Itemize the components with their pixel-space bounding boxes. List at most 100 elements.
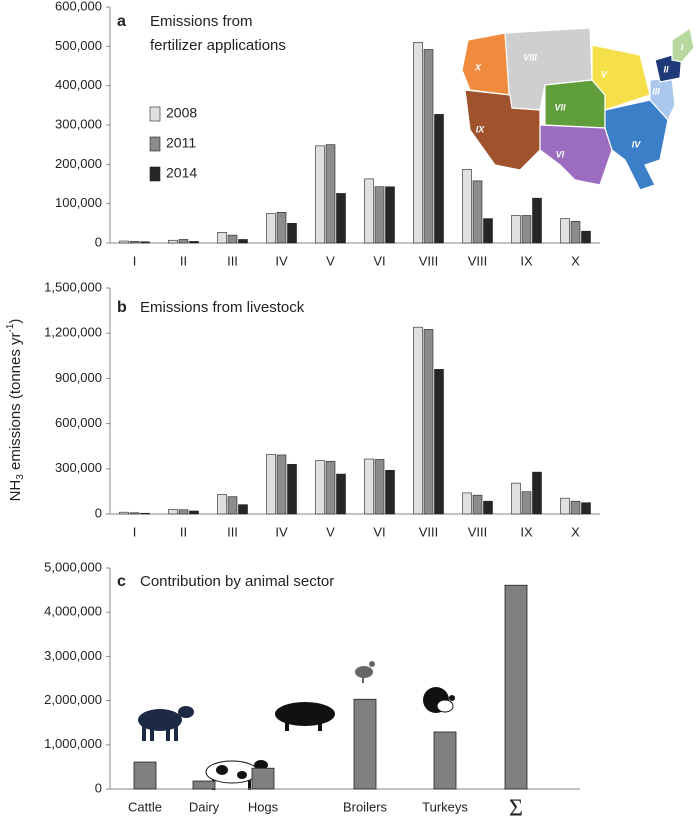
bar (364, 178, 374, 244)
bar (178, 509, 189, 515)
y-label-part: ) (7, 319, 24, 324)
y-tick-label: 300,000 (55, 460, 102, 475)
y-tick-label: 200,000 (55, 156, 102, 171)
bar (217, 232, 227, 244)
x-tick-label: Broilers (343, 799, 388, 814)
map-label: IX (476, 124, 486, 134)
y-tick-label: 400,000 (55, 77, 102, 92)
x-tick-label: IV (275, 524, 288, 539)
map-label: X (474, 62, 482, 72)
bar (560, 218, 570, 244)
x-tick-label: V (326, 524, 335, 539)
bar (168, 239, 178, 244)
bar (423, 329, 434, 515)
bar (325, 460, 336, 515)
bar (315, 460, 325, 515)
panel-label: a (117, 13, 126, 30)
bar (217, 494, 227, 515)
y-tick-label: 900,000 (55, 370, 102, 385)
bar (434, 114, 444, 244)
y-tick-label: 1,500,000 (44, 279, 102, 294)
legend-swatch (149, 166, 161, 182)
x-tick-label: Cattle (128, 799, 162, 814)
bar (472, 494, 483, 515)
region-i (671, 27, 695, 63)
bar (483, 500, 493, 515)
x-tick-label: II (180, 253, 187, 268)
bar (504, 584, 528, 790)
map-label: IV (632, 139, 642, 149)
x-tick-label: Turkeys (422, 799, 468, 814)
x-tick-label: X (571, 524, 580, 539)
x-tick-label: IX (520, 524, 533, 539)
bar (385, 470, 395, 515)
bar (581, 502, 591, 515)
broiler-icon (355, 661, 375, 683)
y-tick-label: 100,000 (55, 195, 102, 210)
bar (433, 731, 457, 790)
y-tick-label: 4,000,000 (44, 604, 102, 619)
bar (315, 145, 325, 244)
bar (521, 215, 532, 244)
bar (434, 369, 444, 515)
y-label-sup: -1 (5, 323, 16, 332)
x-tick-label: Dairy (189, 799, 220, 814)
map-label: VII (554, 102, 566, 112)
legend-label: 2008 (166, 105, 197, 121)
x-tick-label: VIII (468, 253, 488, 268)
x-tick-label: II (180, 524, 187, 539)
map-label: I (681, 42, 684, 52)
bar (276, 212, 287, 244)
x-tick-label: Σ (509, 796, 523, 822)
x-tick-label: VIII (468, 524, 488, 539)
bar (374, 459, 385, 515)
y-tick-label: 500,000 (55, 38, 102, 53)
bar (325, 144, 336, 244)
bar (472, 180, 483, 244)
bar (532, 471, 542, 515)
bar (189, 510, 199, 515)
y-tick-label: 3,000,000 (44, 648, 102, 663)
y-tick-label: 5,000,000 (44, 559, 102, 574)
bar (353, 698, 377, 790)
map-label: V (601, 69, 608, 79)
bar (462, 492, 472, 515)
y-tick-label: 300,000 (55, 116, 102, 131)
bar (129, 241, 140, 244)
x-tick-label: Hogs (248, 799, 279, 814)
y-tick-label: 1,200,000 (44, 325, 102, 340)
map-label: VIII (523, 52, 537, 62)
bar (413, 326, 423, 515)
bar (192, 780, 216, 790)
cattle-icon (138, 706, 194, 741)
x-tick-label: IV (275, 253, 288, 268)
y-tick-label: 0 (95, 505, 102, 520)
map-label: II (663, 64, 669, 74)
panel-title: Emissions from (150, 13, 253, 30)
y-axis-label: NH3 emissions (tonnes yr-1) (5, 319, 26, 502)
bar (133, 761, 157, 790)
x-tick-label: VIII (419, 524, 439, 539)
bar (413, 42, 423, 244)
bar (374, 186, 385, 244)
bar (266, 213, 276, 244)
bar (119, 511, 129, 515)
bar (227, 234, 238, 244)
bar (462, 169, 472, 244)
bar (336, 193, 346, 244)
x-tick-label: VI (373, 524, 385, 539)
y-tick-label: 2,000,000 (44, 692, 102, 707)
x-tick-label: I (133, 524, 137, 539)
region-vi (539, 124, 613, 186)
turkey-icon (423, 687, 455, 713)
legend-swatch (149, 106, 161, 122)
x-tick-label: V (326, 253, 335, 268)
bar (178, 239, 189, 244)
icons (138, 661, 455, 790)
bar (189, 241, 199, 244)
bar (238, 504, 248, 515)
us-map (461, 27, 695, 191)
y-tick-label: 600,000 (55, 0, 102, 13)
x-tick-label: VI (373, 253, 385, 268)
bar (119, 240, 129, 244)
